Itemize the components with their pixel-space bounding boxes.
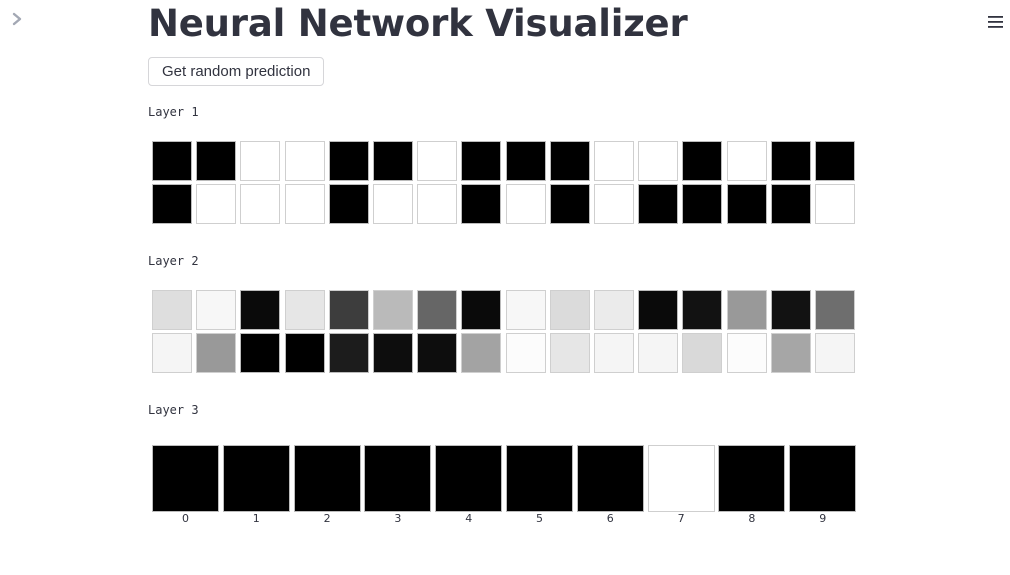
activation-cell <box>417 290 458 330</box>
layer-1-label: Layer 1 <box>148 105 199 119</box>
activation-cell <box>594 290 634 330</box>
layer-2-label: Layer 2 <box>148 254 199 268</box>
activation-cell <box>196 184 237 224</box>
activation-cell <box>638 333 679 373</box>
digit-label: 9 <box>819 512 827 525</box>
activation-cell <box>240 184 281 224</box>
activation-cell <box>638 141 679 181</box>
digit-label: 6 <box>606 512 614 525</box>
activation-cell <box>726 333 767 373</box>
activation-cell <box>373 184 413 224</box>
activation-cell <box>461 184 502 224</box>
activation-cell <box>505 184 546 224</box>
activation-cell <box>328 333 369 373</box>
activation-cell <box>594 333 634 373</box>
activation-cell <box>240 333 281 373</box>
activation-cell <box>815 141 855 181</box>
activation-cell <box>770 333 811 373</box>
activation-cell <box>505 141 546 181</box>
activation-cell <box>505 290 546 330</box>
activation-cell <box>240 290 281 330</box>
activation-cell <box>770 184 811 224</box>
activation-cell <box>594 184 634 224</box>
activation-cell <box>726 290 767 330</box>
activation-cell <box>815 290 855 330</box>
activation-cell <box>549 141 590 181</box>
activation-cell <box>196 333 237 373</box>
digit-label: 8 <box>748 512 756 525</box>
digit-label: 0 <box>182 512 189 525</box>
activation-cell <box>576 445 644 512</box>
activation-cell <box>328 184 369 224</box>
activation-cell <box>373 290 413 330</box>
activation-cell <box>647 445 715 512</box>
activation-cell <box>770 141 811 181</box>
activation-cell <box>152 445 219 512</box>
digit-label: 2 <box>323 512 331 525</box>
activation-cell <box>417 184 458 224</box>
activation-cell <box>461 141 502 181</box>
activation-cell <box>549 184 590 224</box>
activation-cell <box>682 333 723 373</box>
sidebar-toggle-button[interactable] <box>9 10 25 28</box>
digit-label: 1 <box>252 512 260 525</box>
activation-cell <box>682 184 723 224</box>
activation-cell <box>328 141 369 181</box>
activation-cell <box>506 445 573 512</box>
activation-cell <box>152 141 192 181</box>
activation-cell <box>293 445 361 512</box>
digit-label: 7 <box>677 512 685 525</box>
activation-cell <box>284 184 325 224</box>
page-title: Neural Network Visualizer <box>148 2 688 45</box>
activation-cell <box>196 141 237 181</box>
activation-cell <box>549 290 590 330</box>
activation-cell <box>222 445 290 512</box>
digit-label: 3 <box>394 512 402 525</box>
activation-cell <box>770 290 811 330</box>
activation-cell <box>638 184 679 224</box>
activation-cell <box>505 333 546 373</box>
activation-cell <box>726 184 767 224</box>
activation-cell <box>594 141 634 181</box>
digit-label: 4 <box>465 512 473 525</box>
get-random-prediction-button[interactable]: Get random prediction <box>148 57 325 86</box>
activation-cell <box>152 184 192 224</box>
activation-cell <box>373 141 413 181</box>
activation-cell <box>461 333 502 373</box>
activation-cell <box>284 290 325 330</box>
activation-cell <box>364 445 432 512</box>
activation-cell <box>373 333 413 373</box>
hamburger-menu-icon <box>988 16 1003 28</box>
activation-cell <box>682 290 723 330</box>
activation-cell <box>240 141 281 181</box>
activation-cell <box>417 141 458 181</box>
activation-cell <box>284 333 325 373</box>
activation-cell <box>196 290 237 330</box>
activation-cell <box>815 184 855 224</box>
activation-cell <box>328 290 369 330</box>
activation-cell <box>682 141 723 181</box>
activation-cell <box>789 445 857 512</box>
activation-cell <box>815 333 855 373</box>
activation-cell <box>638 290 679 330</box>
activation-cell <box>718 445 786 512</box>
activation-cell <box>549 333 590 373</box>
activation-cell <box>435 445 503 512</box>
activation-cell <box>417 333 458 373</box>
activation-cell <box>152 333 192 373</box>
chevron-right-icon <box>12 12 22 26</box>
main-menu-button[interactable] <box>985 11 1007 33</box>
layer-3-label: Layer 3 <box>148 403 199 417</box>
activation-cell <box>152 290 192 330</box>
activation-cell <box>726 141 767 181</box>
activation-cell <box>461 290 502 330</box>
activation-cell <box>284 141 325 181</box>
digit-label: 5 <box>536 512 543 525</box>
